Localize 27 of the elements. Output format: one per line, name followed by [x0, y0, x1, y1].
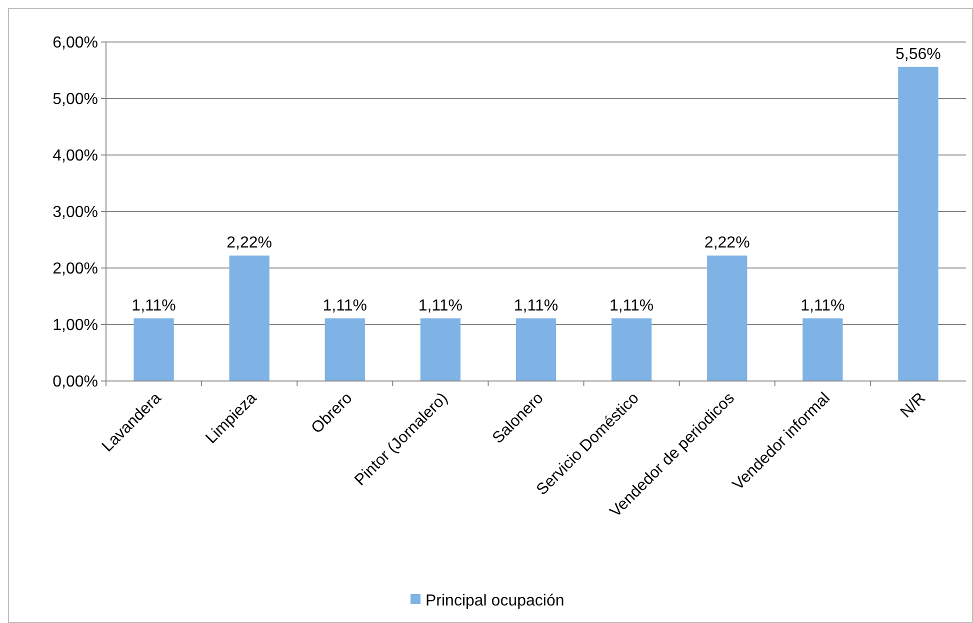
data-label: 1,11% — [132, 297, 176, 314]
bar — [229, 256, 270, 381]
data-label: 5,56% — [896, 46, 941, 63]
bar — [707, 256, 748, 381]
data-label: 2,22% — [704, 234, 750, 252]
data-label: 1,11% — [322, 297, 367, 314]
bar — [420, 318, 461, 381]
data-label: 2,22% — [226, 234, 272, 252]
bar — [324, 318, 365, 381]
y-tick-label: 3,00% — [52, 204, 98, 222]
data-label: 1,11% — [609, 297, 654, 314]
y-tick-label: 4,00% — [52, 148, 98, 165]
bar — [611, 318, 652, 381]
y-tick-label: 0,00% — [52, 374, 98, 391]
data-label: 1,11% — [418, 297, 463, 314]
bar — [516, 318, 556, 381]
bar — [802, 318, 843, 381]
y-tick-label: 2,00% — [52, 260, 98, 278]
bar — [134, 318, 174, 381]
data-label: 1,11% — [800, 297, 845, 314]
x-tick-label: N/R — [898, 390, 930, 422]
bar — [898, 66, 938, 381]
legend-label: Principal ocupación — [426, 592, 564, 610]
y-tick-label: 5,00% — [52, 91, 98, 108]
data-label: 1,11% — [514, 297, 558, 314]
y-tick-label: 1,00% — [52, 317, 98, 334]
y-tick-label: 6,00% — [52, 34, 98, 52]
